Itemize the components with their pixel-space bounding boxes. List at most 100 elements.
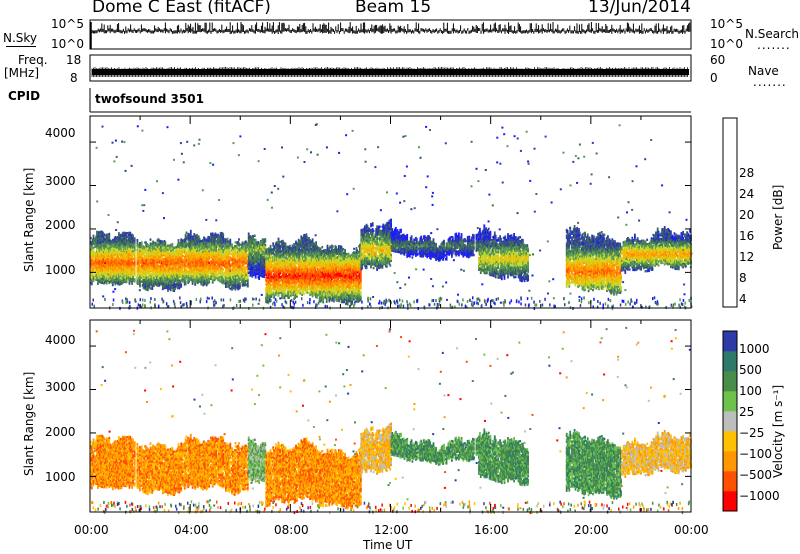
echo-cell [165, 267, 168, 270]
echo-cell [129, 278, 132, 282]
clutter-cell [284, 300, 287, 304]
noise-cell [419, 156, 422, 159]
noise-cell [257, 302, 260, 305]
noise-cell [513, 135, 516, 138]
echo-cell [129, 271, 132, 274]
beam-title: Beam 15 [355, 0, 431, 17]
clutter-cell [397, 304, 399, 308]
echo-cell [167, 287, 169, 290]
clutter-cell [530, 296, 533, 300]
echo-cell [177, 239, 180, 242]
clutter-cell [402, 304, 405, 308]
noise-cell [531, 274, 534, 277]
echo-cell [92, 260, 95, 263]
clutter-cell [450, 305, 452, 309]
echo-cell [153, 278, 155, 282]
clutter-cell [302, 303, 304, 307]
echo-cell [92, 254, 95, 257]
echo-cell [145, 249, 147, 252]
clutter-cell [681, 303, 684, 306]
clutter-cell [174, 305, 176, 309]
clutter-cell [471, 302, 473, 306]
echo-cell [162, 265, 165, 269]
echo-cell [168, 260, 171, 263]
echo-cell [92, 256, 95, 259]
noise-cell [130, 164, 133, 167]
clutter-cell [509, 301, 511, 305]
clutter-cell [682, 299, 685, 302]
echo-cell [140, 245, 143, 248]
noise-cell [470, 185, 473, 188]
echo-cell [147, 261, 149, 264]
noise-cell [201, 189, 204, 192]
clutter-cell [497, 297, 499, 301]
echo-cell [167, 273, 169, 277]
noise-cell [445, 281, 448, 284]
noise-cell [353, 247, 356, 250]
clutter-cell [125, 297, 127, 301]
echo-cell [139, 277, 141, 280]
noise-cell [163, 217, 165, 220]
echo-cell [168, 277, 171, 281]
echo-cell [139, 249, 141, 253]
clutter-cell [167, 305, 170, 309]
noise-cell [506, 145, 509, 148]
clutter-cell [657, 302, 659, 306]
echo-cell [197, 235, 200, 238]
echo-cell [91, 274, 94, 277]
clutter-cell [149, 300, 152, 304]
echo-cell [139, 247, 141, 251]
echo-cell [132, 261, 134, 265]
clutter-cell [473, 301, 476, 305]
noise-cell [618, 124, 621, 127]
echo-cell [113, 257, 116, 260]
noise-cell [205, 218, 208, 221]
echo-cell [133, 254, 136, 258]
nsearch-dots: ....... [757, 38, 791, 52]
echo-cell [110, 244, 112, 247]
echo-cell [161, 268, 164, 271]
echo-cell [168, 244, 171, 247]
echo-cell [167, 250, 169, 253]
nsearch-tick-high: 10^5 [710, 17, 743, 31]
clutter-cell [367, 299, 369, 303]
clutter-cell [173, 302, 176, 306]
noise-cell [404, 283, 407, 286]
noise-cell [631, 180, 634, 183]
clutter-cell [526, 297, 529, 301]
echo-cell [153, 243, 155, 246]
echo-cell [149, 238, 152, 241]
clutter-cell [624, 302, 627, 306]
echo-cell [150, 275, 153, 278]
echo-cell [101, 281, 104, 285]
clutter-cell [349, 304, 351, 308]
noise-cell [114, 288, 117, 291]
echo-cell [154, 241, 157, 245]
clutter-cell [144, 304, 146, 308]
noise-cell [544, 135, 547, 138]
echo-cell [164, 245, 167, 248]
echo-cell [119, 233, 122, 237]
noise-cell [399, 287, 402, 289]
date-title: 13/Jun/2014 [588, 0, 691, 17]
clutter-cell [161, 297, 163, 301]
clutter-cell [367, 296, 369, 300]
clutter-cell [520, 302, 522, 306]
clutter-cell [281, 303, 283, 307]
echo-cell [168, 285, 170, 288]
echo-cell [180, 283, 183, 286]
noise-cell [487, 220, 490, 223]
clutter-cell [612, 304, 615, 308]
clutter-cell [670, 303, 673, 307]
echo-cell [100, 275, 103, 278]
echo-cell [136, 264, 139, 267]
noise-cell [562, 151, 565, 154]
echo-cell [117, 251, 119, 254]
clutter-cell [672, 305, 674, 309]
echo-cell [132, 263, 134, 267]
noise-cell [408, 276, 410, 279]
noise-cell [396, 281, 399, 284]
echo-cell [161, 240, 164, 244]
noise-cell [529, 179, 532, 182]
echo-cell [116, 265, 119, 269]
